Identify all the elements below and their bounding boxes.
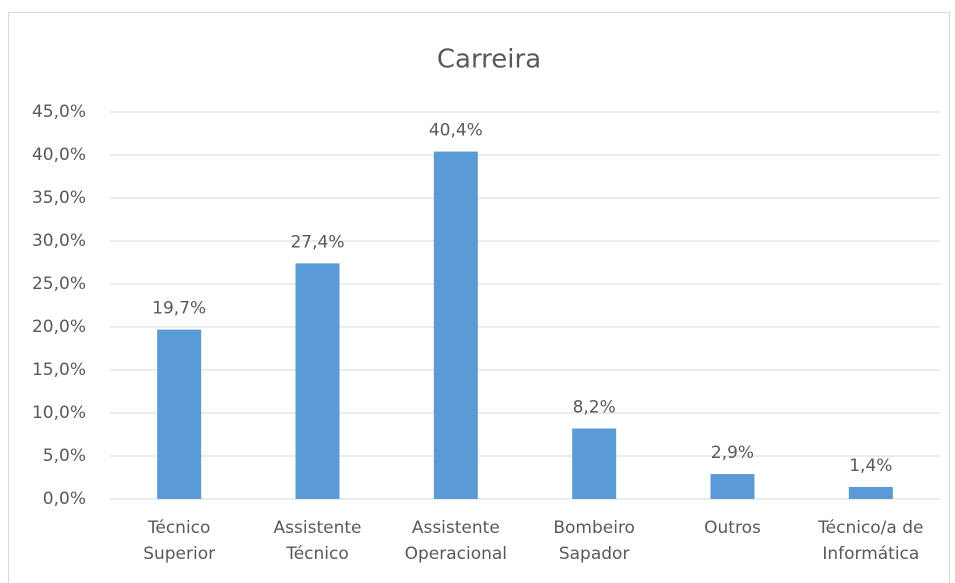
- y-tick-label: 0,0%: [43, 489, 86, 509]
- data-label: 19,7%: [152, 299, 206, 319]
- data-label: 1,4%: [849, 456, 892, 476]
- data-label: 40,4%: [429, 121, 483, 141]
- bar: [572, 428, 617, 499]
- x-tick-label: Técnico/a de Informática: [818, 518, 924, 564]
- bar: [433, 151, 478, 499]
- bar: [295, 263, 340, 499]
- x-tick-label: Assistente Técnico: [273, 518, 362, 564]
- y-tick-label: 15,0%: [32, 360, 86, 380]
- bar: [848, 486, 893, 499]
- y-tick-label: 5,0%: [43, 446, 86, 466]
- x-tick-label: Assistente Operacional: [404, 518, 508, 564]
- y-tick-label: 20,0%: [32, 317, 86, 337]
- chart-border: [8, 12, 950, 583]
- y-tick-label: 40,0%: [32, 145, 86, 165]
- data-label: 2,9%: [711, 443, 754, 463]
- y-tick-label: 25,0%: [32, 274, 86, 294]
- data-label: 27,4%: [290, 232, 344, 252]
- x-tick-label: Bombeiro Sapador: [553, 518, 635, 564]
- bar: [710, 474, 755, 499]
- x-tick-label: Outros: [704, 518, 761, 538]
- y-tick-label: 10,0%: [32, 403, 86, 423]
- data-label: 8,2%: [573, 397, 616, 417]
- y-tick-label: 35,0%: [32, 188, 86, 208]
- x-tick-label: Técnico Superior: [143, 518, 216, 564]
- chart-title: Carreira: [437, 45, 541, 75]
- y-tick-label: 45,0%: [32, 102, 86, 122]
- y-tick-label: 30,0%: [32, 231, 86, 251]
- bar: [157, 329, 202, 499]
